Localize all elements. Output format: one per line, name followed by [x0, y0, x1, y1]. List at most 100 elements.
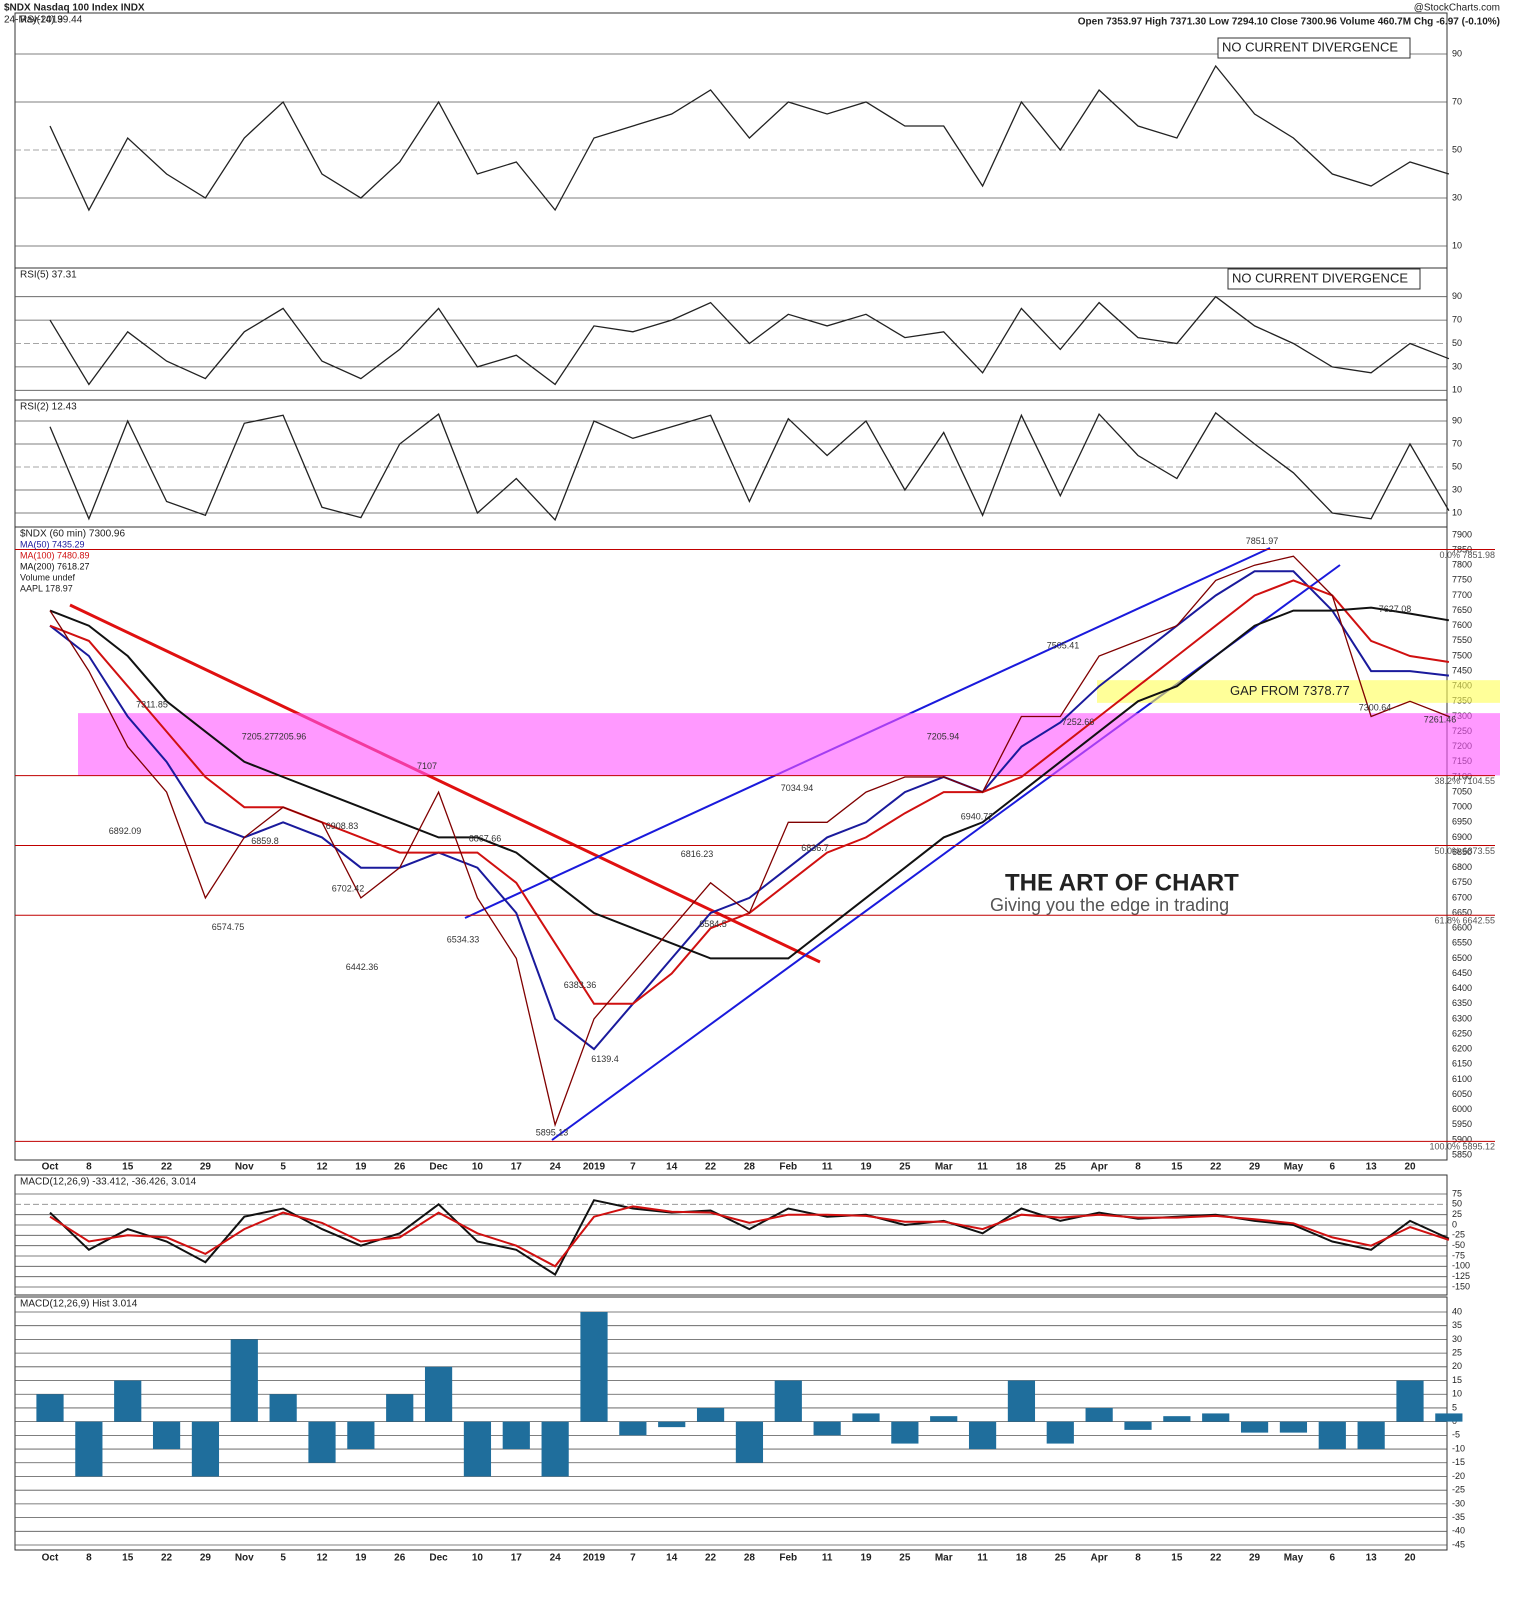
- x-tick-label: 12: [316, 1162, 328, 1173]
- y-tick-label: 6850: [1452, 847, 1472, 857]
- y-tick-label: 6100: [1452, 1074, 1472, 1084]
- x-tick-label: 24: [550, 1162, 562, 1173]
- y-tick-label: -5: [1452, 1430, 1460, 1440]
- y-tick-label: 6900: [1452, 832, 1472, 842]
- price-label: 6940.72: [961, 811, 994, 821]
- panel-title: RSI(14) 39.44: [20, 15, 83, 26]
- y-tick-label: 7700: [1452, 590, 1472, 600]
- ohlc: Open 7353.97 High 7371.30 Low 7294.10 Cl…: [1078, 17, 1500, 28]
- x-tick-label: Mar: [935, 1162, 953, 1173]
- y-tick-label: 6250: [1452, 1028, 1472, 1038]
- annotation: NO CURRENT DIVERGENCE: [1232, 270, 1408, 285]
- y-tick-label: 30: [1452, 484, 1462, 494]
- y-tick-label: 50: [1452, 144, 1462, 154]
- x-tick-label: 11: [977, 1553, 988, 1564]
- bar: [930, 1416, 958, 1422]
- series-line: [49, 1205, 1450, 1268]
- bar: [36, 1394, 64, 1422]
- y-tick-label: 25: [1452, 1209, 1462, 1219]
- x-tick-label: 28: [744, 1553, 756, 1564]
- x-tick-label: 12: [316, 1553, 328, 1564]
- x-tick-label: 15: [122, 1162, 134, 1173]
- price-label: 6534.33: [447, 934, 480, 944]
- y-tick-label: 6950: [1452, 817, 1472, 827]
- y-tick-label: 7450: [1452, 665, 1472, 675]
- price-label: 6836.7: [801, 843, 829, 853]
- y-tick-label: 7600: [1452, 620, 1472, 630]
- x-tick-label: 15: [1171, 1162, 1183, 1173]
- series-line: [49, 1199, 1450, 1277]
- y-tick-label: 7500: [1452, 650, 1472, 660]
- y-tick-label: 75: [1452, 1188, 1462, 1198]
- x-tick-label: 29: [200, 1553, 212, 1564]
- y-tick-label: 90: [1452, 291, 1462, 301]
- x-tick-label: Feb: [779, 1162, 797, 1173]
- bar: [580, 1312, 608, 1422]
- price-label: 7261.46: [1424, 714, 1457, 724]
- price-label: 7252.66: [1062, 717, 1095, 727]
- price-label: 7107: [417, 761, 437, 771]
- x-tick-label: 29: [1249, 1162, 1261, 1173]
- y-tick-label: 6300: [1452, 1013, 1472, 1023]
- x-tick-label: 22: [1210, 1553, 1222, 1564]
- legend-entry: MA(200) 7618.27: [20, 561, 90, 571]
- y-tick-label: -20: [1452, 1471, 1465, 1481]
- y-tick-label: 6650: [1452, 907, 1472, 917]
- price-label: 7300.64: [1359, 703, 1392, 713]
- y-tick-label: 6450: [1452, 968, 1472, 978]
- x-tick-label: 19: [355, 1162, 367, 1173]
- zone: [1097, 680, 1500, 703]
- bar: [619, 1421, 647, 1436]
- y-tick-label: 6550: [1452, 938, 1472, 948]
- y-tick-label: 90: [1452, 415, 1462, 425]
- x-tick-label: Oct: [42, 1553, 59, 1564]
- y-tick-label: 6800: [1452, 862, 1472, 872]
- price-label: 6584.5: [699, 919, 727, 929]
- x-tick-label: 5: [280, 1553, 286, 1564]
- y-tick-label: 50: [1452, 1199, 1462, 1209]
- bar: [308, 1421, 336, 1463]
- fib-label: 0.0% 7851.98: [1439, 550, 1495, 560]
- series-line: [49, 606, 1450, 960]
- bar: [1007, 1380, 1036, 1422]
- annotation-box: [1217, 37, 1411, 59]
- series-line: [49, 570, 1450, 1051]
- x-tick-label: 8: [1135, 1162, 1141, 1173]
- bar: [852, 1413, 880, 1422]
- zone-label: GAP FROM 7378.77: [1230, 683, 1350, 698]
- bar: [891, 1421, 919, 1444]
- panel-frame: [14, 1296, 1448, 1551]
- bar: [152, 1421, 181, 1450]
- x-tick-label: Apr: [1091, 1553, 1108, 1564]
- x-tick-label: 29: [1249, 1553, 1261, 1564]
- x-tick-label: 22: [161, 1553, 173, 1564]
- y-tick-label: 6000: [1452, 1104, 1472, 1114]
- x-tick-label: 8: [1135, 1553, 1141, 1564]
- y-tick-label: -150: [1452, 1281, 1470, 1291]
- x-tick-label: Feb: [779, 1553, 797, 1564]
- logo-title: THE ART OF CHART: [1005, 869, 1239, 896]
- x-tick-label: Oct: [42, 1162, 59, 1173]
- y-tick-label: 30: [1452, 1334, 1462, 1344]
- bar: [1435, 1413, 1463, 1422]
- x-tick-label: 29: [200, 1162, 212, 1173]
- y-tick-label: 20: [1452, 1361, 1462, 1371]
- bar: [968, 1421, 997, 1450]
- price-label: 7627.08: [1379, 604, 1412, 614]
- x-tick-label: May: [1284, 1553, 1304, 1564]
- x-tick-label: 22: [161, 1162, 173, 1173]
- y-tick-label: -25: [1452, 1230, 1465, 1240]
- price-label: 6816.23: [681, 849, 714, 859]
- y-tick-label: 7100: [1452, 771, 1472, 781]
- bar: [1085, 1407, 1113, 1422]
- y-tick-label: 6600: [1452, 923, 1472, 933]
- x-tick-label: 22: [705, 1553, 717, 1564]
- price-label: 6383.36: [564, 980, 597, 990]
- bar: [1279, 1421, 1308, 1433]
- x-tick-label: Apr: [1091, 1162, 1108, 1173]
- y-tick-label: 40: [1452, 1306, 1462, 1316]
- zone: [78, 713, 1500, 776]
- price-label: 6442.36: [346, 962, 379, 972]
- bar: [230, 1339, 258, 1422]
